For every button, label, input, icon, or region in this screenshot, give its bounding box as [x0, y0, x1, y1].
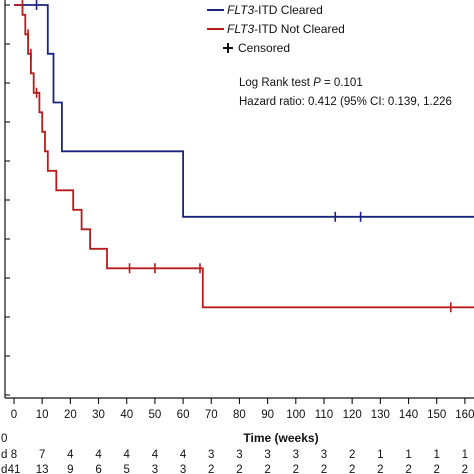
- x-tick-label: 30: [92, 409, 105, 421]
- x-tick-label: 120: [343, 409, 362, 421]
- risk-cell: 3: [180, 464, 186, 474]
- risk-cell: 2: [293, 464, 299, 474]
- risk-cell: 41: [8, 464, 21, 474]
- censored-icon: [223, 43, 233, 53]
- risk-cell: 2: [433, 464, 439, 474]
- x-tick-labels: 0 10 20 30 40 50 60 70 80 90 100 110 120 130 140 150 160: [11, 409, 474, 421]
- x-tick-label: 0: [11, 409, 17, 421]
- risk-cell: 4: [67, 449, 74, 461]
- risk-cell: 4: [180, 449, 187, 461]
- log-rank-text: Log Rank test P = 0.101: [239, 77, 363, 89]
- risk-cell: 3: [264, 449, 270, 461]
- risk-cell: 1: [405, 449, 411, 461]
- x-tick-marks: [13, 398, 466, 404]
- legend-label-cleared: FLT3-ITD Cleared: [227, 3, 323, 17]
- risk-cell: 3: [236, 449, 242, 461]
- risk-cell: 4: [124, 449, 131, 461]
- risk-cell: 6: [95, 464, 101, 474]
- x-tick-label: 50: [149, 409, 162, 421]
- x-tick-label: 100: [286, 409, 305, 421]
- series-line-cleared: [14, 4, 474, 218]
- risk-table: 0 d 8 7 4 4 4 4 4 3 3 3 3 3 2 1 1 1 1 d 41 13 9 6 5 3 3 2 2 2 2 2 2 2 2 2 2: [1, 433, 468, 474]
- risk-cell: 2: [349, 464, 355, 474]
- x-tick-label: 70: [205, 409, 218, 421]
- x-tick-label: 160: [455, 409, 474, 421]
- hazard-ratio-text: Hazard ratio: 0.412 (95% CI: 0.139, 1.22…: [239, 96, 452, 108]
- risk-cell: 4: [95, 449, 102, 461]
- survival-curves: [14, 0, 474, 313]
- risk-cell: 2: [349, 449, 355, 461]
- risk-cell: 3: [208, 449, 214, 461]
- x-tick-label: 130: [371, 409, 390, 421]
- risk-cell: 1: [433, 449, 439, 461]
- risk-cell: 13: [36, 464, 49, 474]
- x-tick-label: 60: [177, 409, 190, 421]
- x-tick-label: 110: [315, 409, 333, 421]
- risk-cell: 2: [264, 464, 270, 474]
- legend: FLT3-ITD Cleared FLT3-ITD Not Cleared Ce…: [207, 3, 345, 55]
- risk-cell: 3: [293, 449, 299, 461]
- x-tick-label: 150: [427, 409, 446, 421]
- x-tick-label: 140: [399, 409, 418, 421]
- legend-label-not-cleared: FLT3-ITD Not Cleared: [227, 22, 345, 36]
- risk-cell: 9: [67, 464, 73, 474]
- risk-cell: 3: [321, 449, 327, 461]
- x-axis-title: Time (weeks): [243, 431, 318, 445]
- risk-cell: 5: [124, 464, 130, 474]
- risk-cell: 2: [208, 464, 214, 474]
- risk-cell: 2: [377, 464, 383, 474]
- risk-cell: 2: [405, 464, 411, 474]
- risk-cell: 1: [462, 449, 468, 461]
- x-tick-label: 40: [120, 409, 133, 421]
- risk-cell: 1: [377, 449, 383, 461]
- x-tick-label: 20: [64, 409, 77, 421]
- risk-cell: 4: [152, 449, 159, 461]
- legend-label-censored: Censored: [238, 41, 290, 55]
- risk-table-header: 0: [1, 433, 7, 445]
- risk-row-label: d: [1, 464, 7, 474]
- risk-cell: 3: [152, 464, 158, 474]
- x-tick-label: 90: [261, 409, 274, 421]
- risk-row-label: d: [1, 449, 7, 461]
- y-tick-marks: [5, 4, 10, 396]
- risk-cell: 8: [11, 449, 17, 461]
- x-tick-label: 80: [233, 409, 246, 421]
- risk-cell: 2: [321, 464, 327, 474]
- risk-cell: 2: [236, 464, 242, 474]
- risk-cell: 2: [462, 464, 468, 474]
- risk-cell: 7: [39, 449, 45, 461]
- x-tick-label: 10: [36, 409, 49, 421]
